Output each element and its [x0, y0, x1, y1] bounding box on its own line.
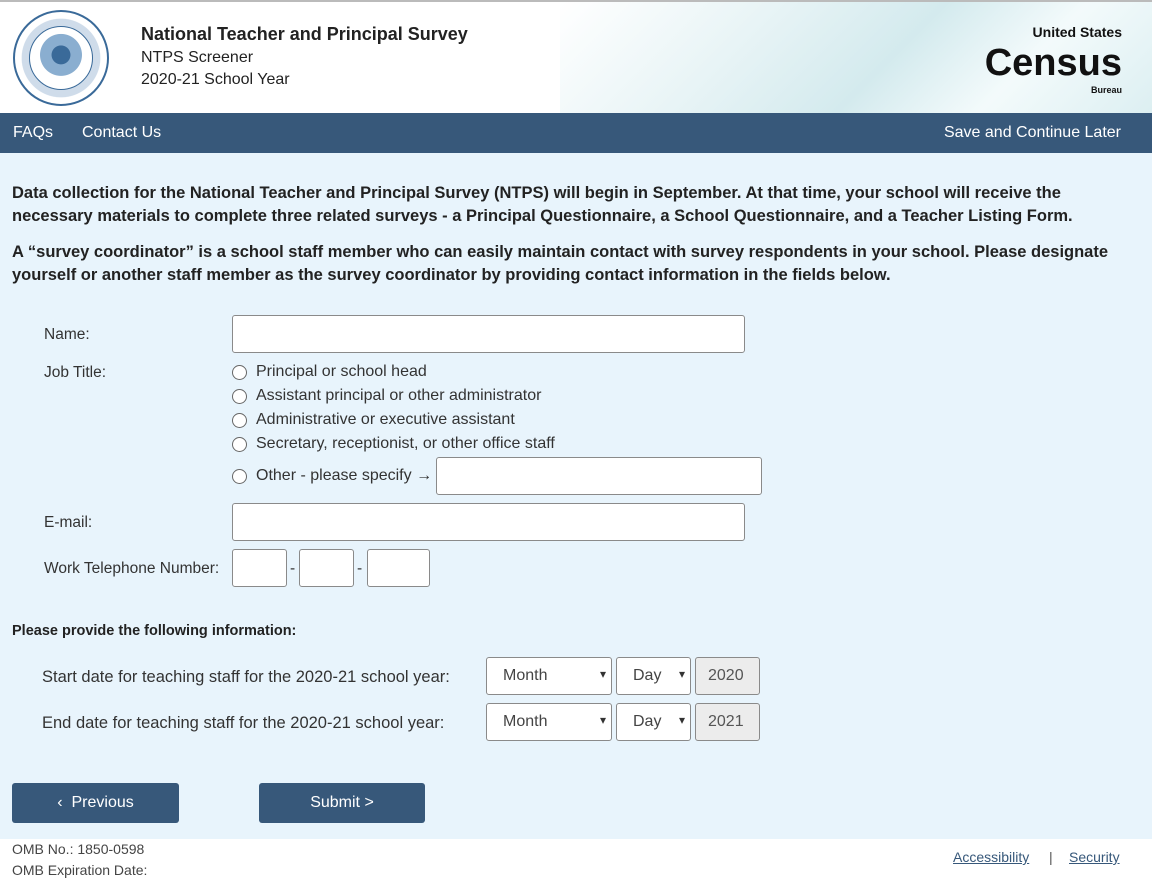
intro-paragraph-1: Data collection for the National Teacher…: [12, 184, 1073, 225]
job-radio-principal[interactable]: Principal or school head: [232, 363, 427, 381]
job-title-label: Job Title:: [44, 364, 107, 381]
nav-contact-us[interactable]: Contact Us: [82, 124, 162, 141]
save-continue-later-link[interactable]: Save and Continue Later: [943, 124, 1121, 141]
security-link[interactable]: Security: [1069, 849, 1120, 865]
site-title: National Teacher and Principal Survey: [141, 24, 468, 44]
other-specify-input[interactable]: [436, 457, 762, 495]
header-pattern: [560, 2, 1152, 113]
email-input[interactable]: [232, 503, 745, 541]
school-year: 2020-21 School Year: [141, 71, 290, 88]
census-bureau-logo: United States Census Bureau: [984, 24, 1122, 95]
phone-line-input[interactable]: [367, 549, 430, 587]
header: National Teacher and Principal Survey NT…: [0, 0, 1152, 113]
department-of-education-seal-logo: [13, 10, 109, 106]
phone-prefix-input[interactable]: [299, 549, 354, 587]
end-day-select[interactable]: Day: [616, 703, 691, 741]
omb-number: OMB No.: 1850-0598: [12, 841, 145, 857]
end-year-field: 2021: [695, 703, 760, 741]
job-radio-other[interactable]: Other - please specify →: [232, 467, 432, 485]
accessibility-link[interactable]: Accessibility: [953, 849, 1030, 865]
chevron-left-icon: ‹: [57, 794, 72, 811]
phone-label: Work Telephone Number:: [44, 560, 220, 577]
start-date-label: Start date for teaching staff for the 20…: [42, 668, 450, 686]
submit-button[interactable]: Submit >: [259, 783, 425, 823]
start-year-field: 2020: [695, 657, 760, 695]
footer-separator: |: [1049, 849, 1053, 865]
previous-button[interactable]: ‹ Previous: [12, 783, 179, 823]
end-month-select[interactable]: Month: [486, 703, 612, 741]
phone-area-code-input[interactable]: [232, 549, 287, 587]
info-heading: Please provide the following information…: [12, 623, 297, 639]
phone-separator: -: [290, 560, 296, 577]
start-month-select[interactable]: Month: [486, 657, 612, 695]
nav-faqs[interactable]: FAQs: [13, 124, 54, 141]
name-label: Name:: [44, 326, 90, 343]
main-content: Data collection for the National Teacher…: [0, 153, 1152, 839]
omb-expiration: OMB Expiration Date:: [12, 862, 148, 878]
site-subtitle: NTPS Screener: [141, 49, 254, 66]
job-radio-secretary[interactable]: Secretary, receptionist, or other office…: [232, 435, 555, 453]
nav-bar: FAQs Contact Us Save and Continue Later: [0, 113, 1152, 153]
footer: OMB No.: 1850-0598 OMB Expiration Date: …: [0, 839, 1152, 891]
job-radio-assistant-principal[interactable]: Assistant principal or other administrat…: [232, 387, 541, 405]
start-day-select[interactable]: Day: [616, 657, 691, 695]
job-radio-admin-assistant[interactable]: Administrative or executive assistant: [232, 411, 515, 429]
end-date-label: End date for teaching staff for the 2020…: [42, 714, 445, 732]
name-input[interactable]: [232, 315, 745, 353]
email-label: E-mail:: [44, 514, 93, 531]
intro-paragraph-2: A “survey coordinator” is a school staff…: [12, 243, 1109, 284]
phone-separator: -: [357, 560, 363, 577]
